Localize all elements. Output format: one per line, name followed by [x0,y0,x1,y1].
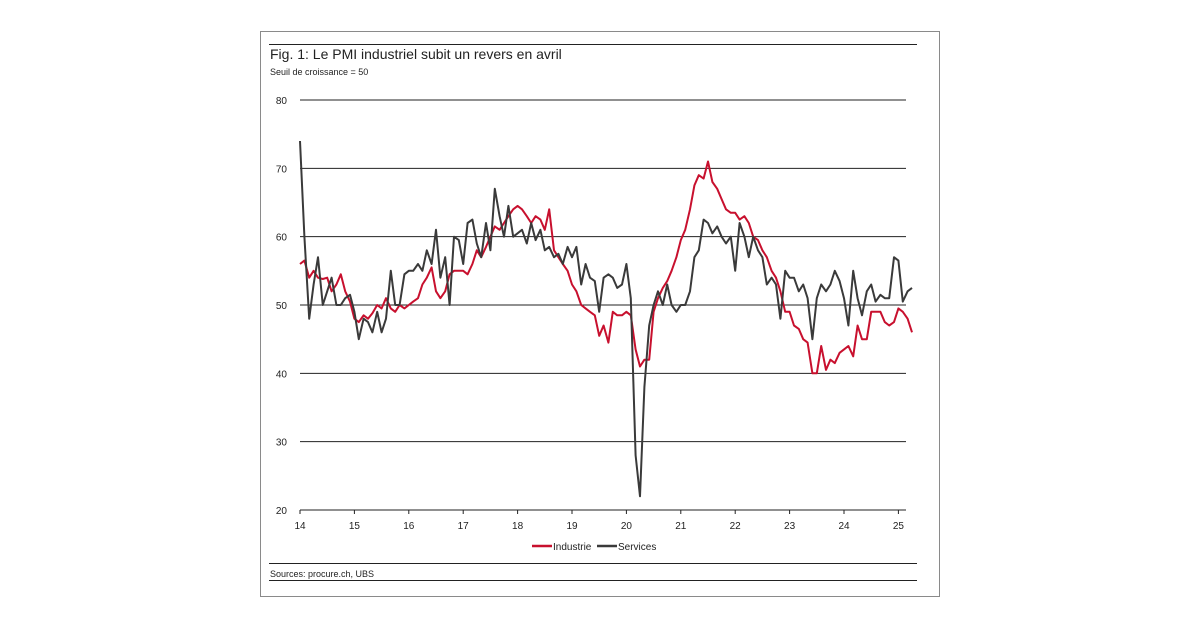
y-tick-label-50: 50 [276,301,288,312]
y-tick-label-30: 30 [276,438,288,449]
series-lines [299,140,913,498]
legend-label-industrie: Industrie [553,542,592,553]
legend: Industrie Services [532,542,656,553]
y-tick-label-60: 60 [276,233,288,244]
x-axis: 14 15 16 17 18 19 20 21 22 23 24 25 [294,509,906,532]
chart-frame [260,31,940,597]
x-tick-label-23: 23 [784,521,796,532]
chart-subtitle: Seuil de croissance = 50 [270,67,369,77]
x-tick-label-22: 22 [730,521,742,532]
chart-title: Fig. 1: Le PMI industriel subit un rever… [270,46,562,62]
source-note: Sources: procure.ch, UBS [270,569,375,579]
x-tick-label-17: 17 [458,521,470,532]
x-tick-label-14: 14 [294,521,306,532]
x-tick-label-15: 15 [349,521,361,532]
y-tick-label-70: 70 [276,164,288,175]
x-tick-label-18: 18 [512,521,524,532]
grid-lines [300,99,906,443]
legend-label-services: Services [618,542,656,553]
source-rule [269,563,917,564]
x-tick-label-24: 24 [838,521,850,532]
x-tick-label-16: 16 [403,521,415,532]
y-tick-label-20: 20 [276,506,288,517]
x-tick-label-20: 20 [621,521,633,532]
series-line-services [299,140,913,498]
y-tick-label-80: 80 [276,96,288,107]
series-line-industrie [299,160,913,375]
x-tick-label-21: 21 [675,521,687,532]
x-tick-label-25: 25 [893,521,905,532]
top-rule [269,44,917,45]
y-tick-label-40: 40 [276,369,288,380]
bottom-rule [269,580,917,581]
x-tick-label-19: 19 [566,521,578,532]
y-axis-ticks: 20 30 40 50 60 70 80 [276,96,288,517]
